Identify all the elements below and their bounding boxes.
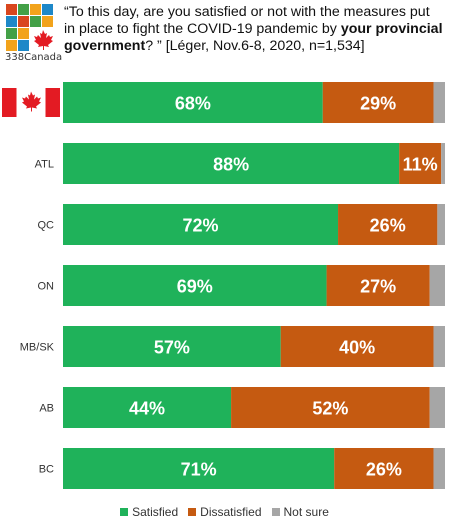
logo-tile	[6, 16, 17, 27]
data-label: 11%	[403, 155, 438, 175]
bar-dissatisfied	[399, 143, 442, 184]
flag-maple-leaf	[22, 91, 41, 112]
data-label: 27%	[360, 277, 396, 297]
bar-dissatisfied	[326, 265, 430, 306]
bar-dissatisfied	[334, 448, 434, 489]
logo-tile	[6, 40, 17, 51]
data-label: 68%	[175, 94, 211, 114]
flag-band-right	[45, 88, 60, 117]
bar-not-sure	[429, 387, 445, 428]
logo-tile	[18, 16, 29, 27]
bar-satisfied	[63, 265, 327, 306]
bar-not-sure	[429, 265, 445, 306]
category-label: AB	[39, 403, 54, 415]
data-label: 44%	[129, 399, 165, 419]
chart-title: “To this day, are you satisfied or not w…	[64, 4, 444, 55]
logo-338canada	[6, 4, 58, 66]
data-label: 29%	[360, 94, 396, 114]
bar-satisfied	[63, 387, 232, 428]
logo-tile	[42, 16, 53, 27]
data-label: 26%	[370, 216, 406, 236]
legend: Satisfied Dissatisfied Not sure	[0, 505, 449, 519]
logo-tile	[6, 28, 17, 39]
category-label: ATL	[35, 159, 54, 171]
data-label: 26%	[366, 460, 402, 480]
question-text: “To this day, are you satisfied or not w…	[64, 4, 430, 37]
data-label: 69%	[177, 277, 213, 297]
legend-item: Not sure	[271, 505, 329, 519]
legend-item: Satisfied	[120, 505, 178, 519]
legend-label: Satisfied	[132, 505, 179, 519]
data-label: 88%	[213, 155, 249, 175]
logo-tile	[6, 4, 17, 15]
bar-satisfied	[63, 143, 400, 184]
legend-swatch	[188, 508, 197, 516]
flag-band-left	[2, 88, 17, 117]
bar-satisfied	[63, 326, 281, 367]
logo-tile	[30, 4, 41, 15]
question-bold: your provincial government	[64, 21, 443, 54]
logo-mosaic-icon	[6, 4, 53, 51]
category-label: ON	[38, 281, 55, 293]
bar-satisfied	[63, 82, 323, 123]
data-label: 72%	[183, 216, 219, 236]
category-label: QC	[38, 220, 55, 232]
bar-dissatisfied	[338, 204, 438, 245]
legend-label: Not sure	[283, 505, 329, 519]
data-label: 57%	[154, 338, 190, 358]
legend-swatch	[271, 508, 280, 516]
legend-swatch	[120, 508, 129, 516]
data-label: 71%	[181, 460, 217, 480]
data-label: 52%	[312, 399, 348, 419]
stacked-bar-chart: 68% 29% 88% 11% ATL 72% 26% QC 69% 27% ON 57% 40% MB/…	[2, 82, 445, 489]
data-label: 40%	[339, 338, 375, 358]
legend-item: Dissatisfied	[188, 505, 262, 519]
bar-not-sure	[433, 448, 445, 489]
maple-leaf-icon	[34, 30, 53, 50]
logo-tile	[18, 40, 29, 51]
category-label: BC	[39, 464, 54, 476]
bar-not-sure	[441, 143, 445, 184]
logo-text: 338Canada	[5, 52, 63, 63]
logo-tile	[18, 4, 29, 15]
logo-tile	[18, 28, 29, 39]
bar-not-sure	[437, 204, 445, 245]
bar-not-sure	[433, 82, 445, 123]
bar-dissatisfied	[231, 387, 430, 428]
bar-dissatisfied	[322, 82, 434, 123]
bar-dissatisfied	[280, 326, 434, 367]
question-source: ? ” [Léger, Nov.6-8, 2020, n=1,534]	[145, 38, 365, 54]
logo-tile	[30, 16, 41, 27]
legend-label: Dissatisfied	[200, 505, 262, 519]
bar-not-sure	[433, 326, 445, 367]
bar-satisfied	[63, 448, 335, 489]
bar-satisfied	[63, 204, 339, 245]
logo-tile	[42, 4, 53, 15]
canada-flag-icon	[2, 88, 60, 117]
category-label: MB/SK	[20, 342, 55, 354]
